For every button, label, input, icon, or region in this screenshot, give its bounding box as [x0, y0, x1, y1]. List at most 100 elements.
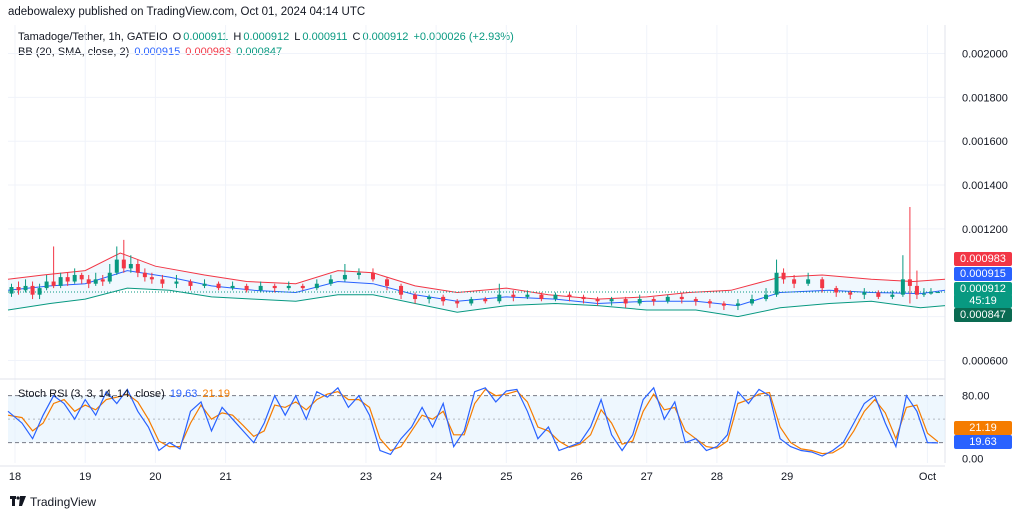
- candle: [609, 296, 614, 306]
- candle-body: [79, 274, 84, 280]
- stoch-d-value: 21.19: [202, 388, 230, 400]
- candle: [581, 294, 586, 304]
- stoch-rsi-tick-label: 0.00: [962, 453, 983, 465]
- symbol-label[interactable]: Tamadoge/Tether, 1h, GATEIO: [18, 31, 168, 43]
- candle-body: [735, 303, 740, 306]
- stoch-rsi-legend: Stoch RSI (3, 3, 14, 14, close) 19.63 21…: [18, 388, 232, 400]
- candle-body: [469, 299, 474, 304]
- stoch-k-value: 19.63: [169, 388, 198, 400]
- candle: [862, 288, 867, 300]
- candle-body: [707, 301, 712, 304]
- candle: [935, 292, 940, 294]
- candle-body: [511, 294, 516, 297]
- candle-body: [114, 259, 119, 273]
- candle: [890, 290, 895, 300]
- candle-body: [900, 279, 905, 295]
- bb-lower-line: [7, 287, 946, 318]
- candle: [921, 288, 926, 297]
- stoch-k-tag: 19.63: [954, 435, 1012, 449]
- x-tick-label: 19: [79, 471, 91, 483]
- candle-body: [51, 281, 56, 286]
- candle: [65, 272, 70, 286]
- candle-body: [441, 296, 446, 302]
- candle-body: [890, 294, 895, 297]
- low-label: L: [294, 31, 301, 43]
- bb-label[interactable]: BB (20, SMA, close, 2): [18, 46, 130, 58]
- candle-body: [37, 288, 42, 295]
- candle: [86, 274, 91, 289]
- candle-body: [595, 299, 600, 302]
- price-tick-label: 0.001400: [962, 180, 1008, 192]
- candle-body: [539, 294, 544, 300]
- x-tick-label: 18: [9, 471, 21, 483]
- candle-body: [862, 292, 867, 295]
- candle-body: [820, 279, 825, 289]
- candle-body: [427, 296, 432, 300]
- candle-body: [135, 263, 140, 273]
- candle-body: [928, 292, 933, 294]
- candle: [781, 268, 786, 284]
- candle: [764, 288, 769, 302]
- candle: [539, 292, 544, 302]
- candle: [300, 283, 305, 291]
- publisher-line: adebowalexy published on TradingView.com…: [8, 6, 366, 18]
- candle: [114, 246, 119, 275]
- candle: [907, 206, 912, 304]
- candle-body: [651, 299, 656, 302]
- candle: [30, 281, 35, 300]
- candle-body: [483, 299, 488, 302]
- candle-body: [385, 279, 390, 286]
- candle-body: [72, 274, 77, 282]
- candle: [707, 299, 712, 308]
- candle: [16, 281, 21, 295]
- candle-body: [693, 299, 698, 302]
- stoch-k-line: [7, 386, 939, 457]
- footer-branding[interactable]: TradingView: [10, 495, 96, 509]
- candle-body: [121, 259, 126, 269]
- candle: [637, 294, 642, 306]
- candle: [142, 268, 147, 282]
- candle-body: [370, 272, 375, 280]
- candle: [79, 272, 84, 284]
- candle: [216, 281, 221, 291]
- candle: [914, 270, 919, 300]
- candle-body: [149, 277, 154, 280]
- candle: [128, 255, 133, 273]
- candle: [107, 263, 112, 284]
- candle: [160, 274, 165, 289]
- candle-body: [93, 279, 98, 284]
- candle: [567, 292, 572, 302]
- candle: [51, 246, 56, 289]
- candle: [820, 277, 825, 293]
- candle-body: [581, 296, 586, 300]
- candle-body: [356, 272, 361, 275]
- candle: [413, 292, 418, 304]
- candle: [328, 274, 333, 286]
- candle: [806, 272, 811, 286]
- candle: [72, 268, 77, 284]
- candle-body: [567, 294, 572, 297]
- candle-body: [792, 279, 797, 284]
- candle-body: [525, 294, 530, 297]
- candle: [314, 279, 319, 291]
- candle-body: [188, 281, 193, 286]
- candle-body: [609, 299, 614, 302]
- candle-body: [128, 263, 133, 269]
- bb-basis-price-tag: 0.000915: [954, 267, 1012, 281]
- candle-body: [107, 272, 112, 282]
- stoch-rsi-label[interactable]: Stoch RSI (3, 3, 14, 14, close): [18, 388, 165, 400]
- bb-lower-price-tag: 0.000847: [954, 308, 1012, 322]
- candle: [230, 281, 235, 291]
- tradingview-brand: TradingView: [30, 495, 97, 509]
- x-tick-label: 26: [570, 471, 582, 483]
- candle-body: [774, 272, 779, 295]
- bb-basis-value: 0.000915: [134, 46, 181, 58]
- candle: [623, 296, 628, 308]
- candle-body: [876, 292, 881, 297]
- candle: [100, 274, 105, 286]
- candle-body: [935, 292, 940, 294]
- candle: [553, 292, 558, 302]
- candle-body: [679, 296, 684, 300]
